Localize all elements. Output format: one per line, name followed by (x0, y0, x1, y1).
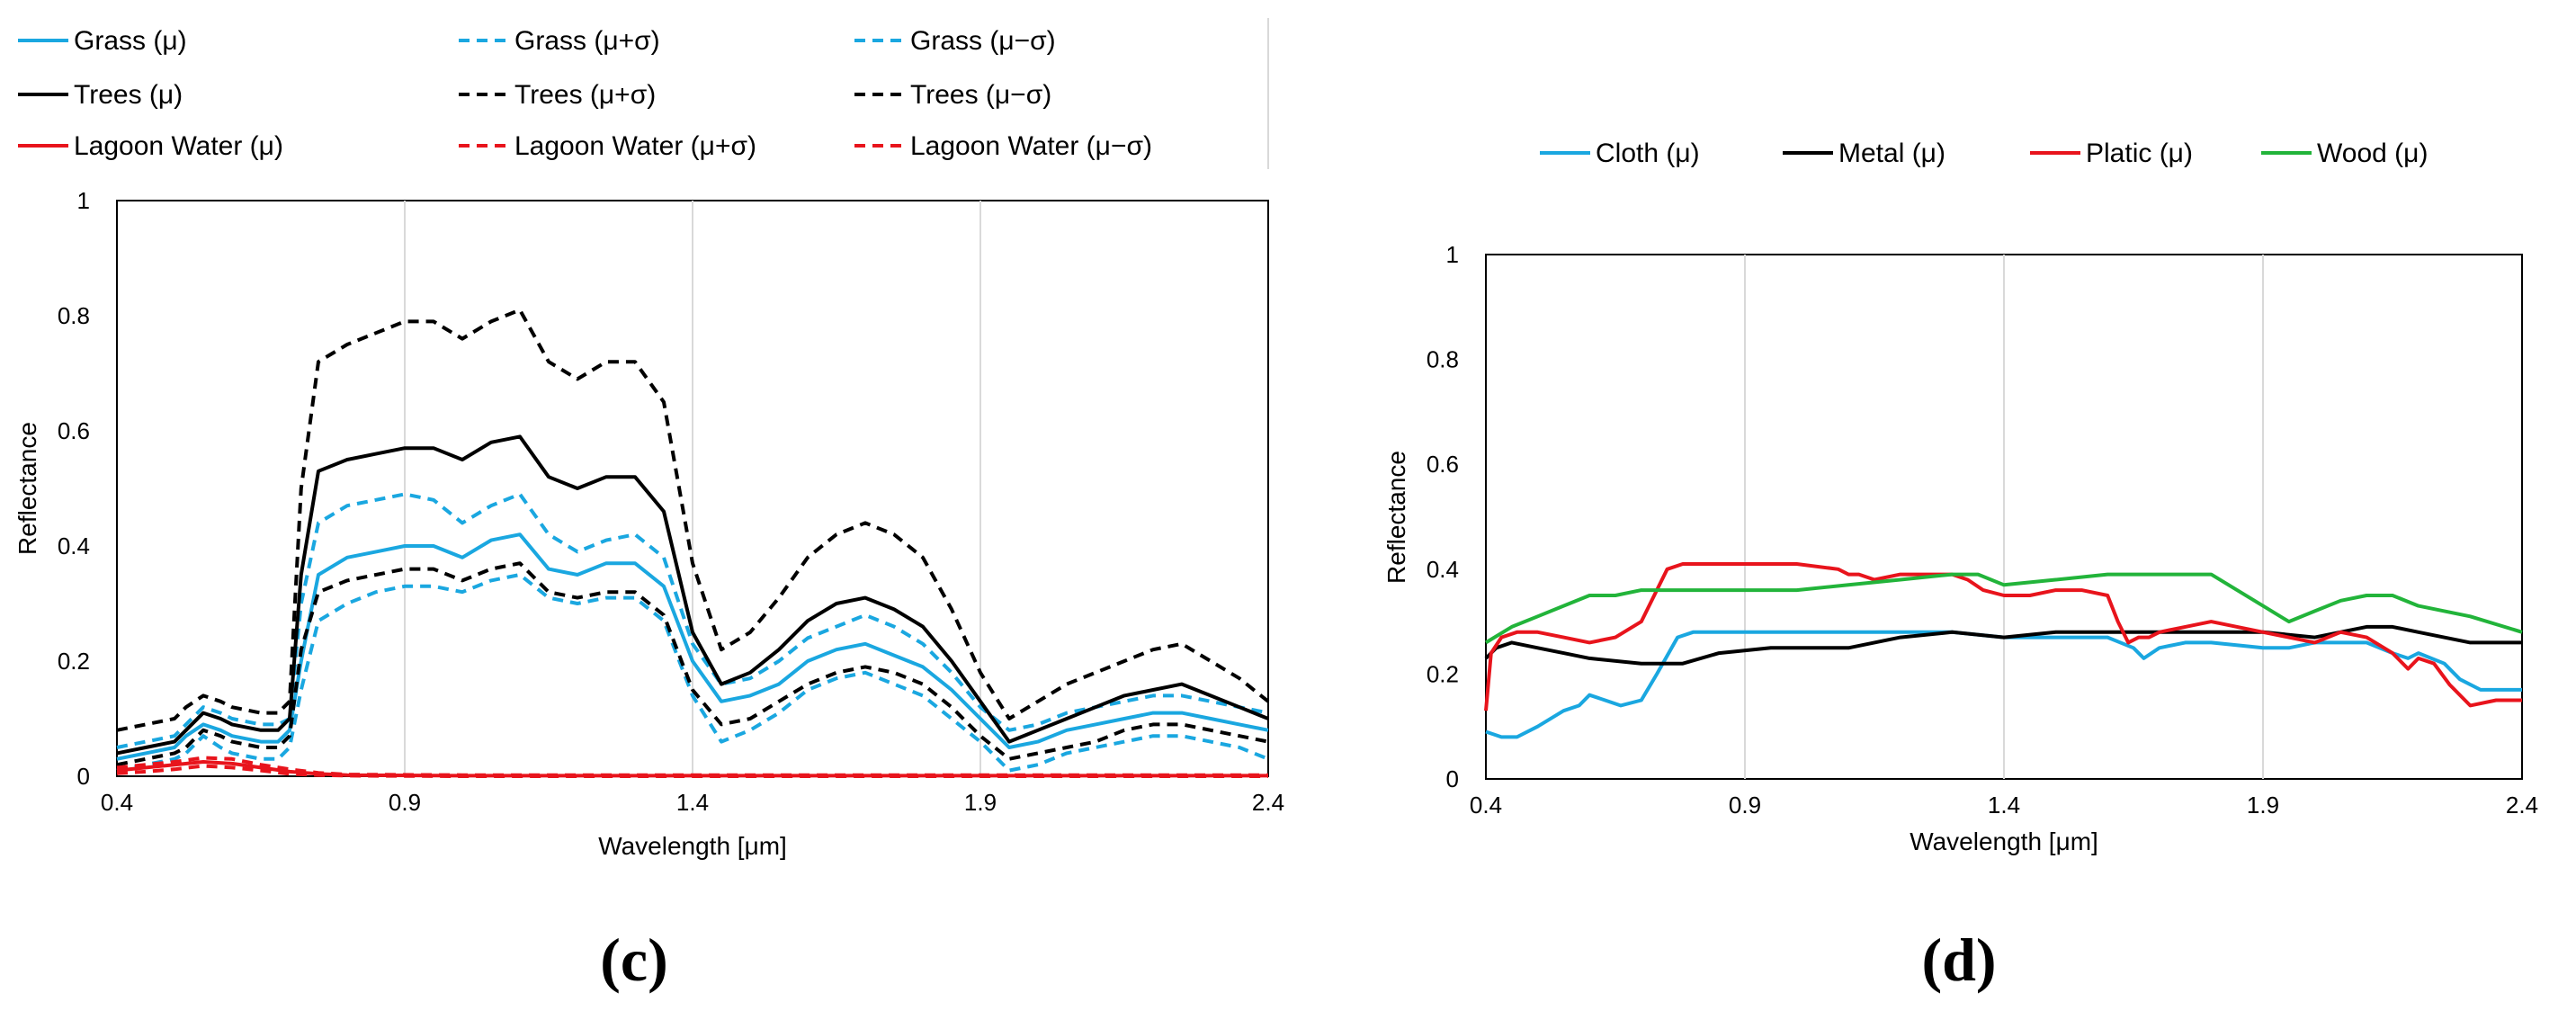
series-line-trees-mu-plus-sigma (116, 308, 1270, 732)
x-axis-label-c: Wavelength [μm] (598, 832, 787, 860)
y-tick-label: 0 (1446, 765, 1459, 792)
legend-label-lagoon-water-mu-plus-sigma: Lagoon Water (μ+σ) (514, 131, 756, 161)
y-tick-label: 0.8 (1427, 346, 1459, 373)
y-tick-label: 0.2 (1427, 660, 1459, 687)
x-tick-label: 1.4 (1988, 792, 2020, 819)
series-line-grass-mu-minus-sigma (116, 573, 1269, 773)
panel-label-d: (d) (1921, 926, 1996, 994)
gridlines-d (1744, 255, 2264, 779)
x-tick-label: 2.4 (1252, 789, 1284, 816)
y-tick-label: 1 (1446, 241, 1459, 268)
legend-label-wood-mu: Wood (μ) (2317, 139, 2428, 168)
y-tick-label: 0.6 (1427, 451, 1459, 478)
x-tick-label: 1.4 (676, 789, 709, 816)
series-line-lagoon-water-mu-minus-sigma (116, 764, 1268, 778)
series-line-grass-mu (116, 532, 1269, 761)
panel-d: Cloth (μ) Metal (μ) Platic (μ) Wood (μ) 0.4… (1382, 139, 2538, 994)
y-tick-label: 0.4 (1427, 556, 1459, 583)
y-tick-label: 0.4 (58, 532, 90, 559)
y-tick-label: 0 (77, 763, 90, 790)
series-group-d (1484, 562, 2523, 739)
legend-label-metal-mu: Metal (μ) (1838, 139, 1945, 168)
panel-label-c: (c) (600, 926, 667, 994)
x-tick-label: 1.9 (964, 789, 997, 816)
x-tick-label: 0.9 (389, 789, 421, 816)
y-axis-label-d: Reflectance (1382, 451, 1410, 584)
legend-d: Cloth (μ) Metal (μ) Platic (μ) Wood (μ) (1540, 139, 2428, 168)
y-tick-label: 0.2 (58, 648, 90, 675)
legend-label-lagoon-water-mu: Lagoon Water (μ) (74, 131, 283, 161)
legend-label-trees-mu-minus-sigma: Trees (μ−σ) (910, 80, 1051, 110)
series-line-metal-mu (1484, 624, 2522, 666)
series-line-platic-mu (1484, 562, 2522, 711)
series-line-trees-mu (116, 434, 1269, 756)
panel-c: Grass (μ) Grass (μ+σ) Grass (μ−σ) Trees (μ)… (13, 18, 1284, 994)
legend-label-grass-mu: Grass (μ) (74, 26, 187, 56)
x-tick-label: 2.4 (2506, 792, 2538, 819)
y-tick-label: 1 (77, 187, 90, 214)
y-tick-label: 0.8 (58, 302, 90, 329)
x-tick-label: 0.4 (1470, 792, 1502, 819)
gridlines-c (404, 201, 981, 776)
legend-label-grass-mu-plus-sigma: Grass (μ+σ) (514, 26, 660, 56)
ticks-c: 0.4 0.9 1.4 1.9 2.4 0 0.2 0.4 0.6 0.8 1 (58, 187, 1284, 816)
legend-label-cloth-mu: Cloth (μ) (1596, 139, 1700, 168)
legend-label-platic-mu: Platic (μ) (2086, 139, 2193, 168)
legend-label-trees-mu: Trees (μ) (74, 80, 183, 110)
series-line-grass-mu-plus-sigma (116, 492, 1269, 749)
x-tick-label: 0.4 (101, 789, 133, 816)
x-tick-label: 0.9 (1729, 792, 1761, 819)
x-tick-label: 1.9 (2247, 792, 2279, 819)
y-tick-label: 0.6 (58, 417, 90, 444)
x-axis-label-d: Wavelength [μm] (1910, 828, 2098, 855)
legend-label-trees-mu-plus-sigma: Trees (μ+σ) (514, 80, 656, 110)
legend-label-lagoon-water-mu-minus-sigma: Lagoon Water (μ−σ) (910, 131, 1152, 161)
ticks-d: 0.4 0.9 1.4 1.9 2.4 0 0.2 0.4 0.6 0.8 1 (1427, 241, 2538, 819)
series-line-trees-mu-minus-sigma (116, 561, 1269, 767)
series-group-c (116, 308, 1270, 778)
legend-c: Grass (μ) Grass (μ+σ) Grass (μ−σ) Trees (μ)… (18, 26, 1152, 161)
series-line-wood-mu (1484, 572, 2523, 645)
y-axis-label-c: Reflectance (13, 422, 41, 555)
legend-label-grass-mu-minus-sigma: Grass (μ−σ) (910, 26, 1056, 56)
